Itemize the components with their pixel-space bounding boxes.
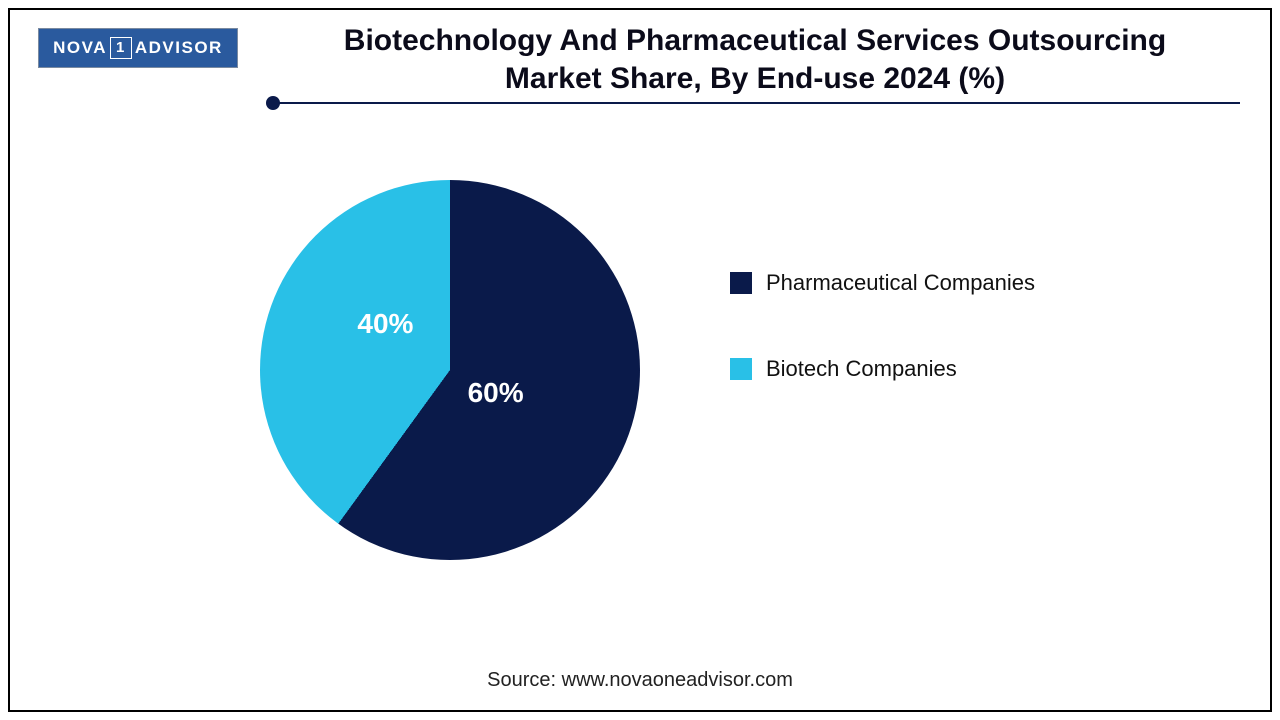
pie-slice-label-1: 40%	[357, 308, 413, 340]
pie-wrap: 60% 40%	[260, 180, 640, 560]
logo-text-right: ADVISOR	[135, 38, 223, 58]
legend-swatch-0	[730, 272, 752, 294]
legend: Pharmaceutical Companies Biotech Compani…	[730, 270, 1035, 382]
brand-logo: NOVA 1 ADVISOR	[38, 28, 238, 68]
legend-item-0: Pharmaceutical Companies	[730, 270, 1035, 296]
pie-slice-label-0: 60%	[468, 377, 524, 409]
legend-label-1: Biotech Companies	[766, 356, 957, 382]
legend-item-1: Biotech Companies	[730, 356, 1035, 382]
pie-chart-area: 60% 40%	[250, 170, 650, 570]
chart-title-line1: Biotechnology And Pharmaceutical Service…	[270, 22, 1240, 60]
legend-label-0: Pharmaceutical Companies	[766, 270, 1035, 296]
legend-swatch-1	[730, 358, 752, 380]
chart-frame: NOVA 1 ADVISOR Biotechnology And Pharmac…	[8, 8, 1272, 712]
title-underline	[270, 102, 1240, 104]
pie-chart	[260, 180, 640, 560]
chart-title-wrap: Biotechnology And Pharmaceutical Service…	[270, 22, 1240, 97]
chart-title-line2: Market Share, By End-use 2024 (%)	[270, 60, 1240, 98]
logo-text-box: 1	[110, 37, 132, 59]
logo-text-left: NOVA	[53, 38, 107, 58]
source-text: Source: www.novaoneadvisor.com	[10, 669, 1270, 692]
